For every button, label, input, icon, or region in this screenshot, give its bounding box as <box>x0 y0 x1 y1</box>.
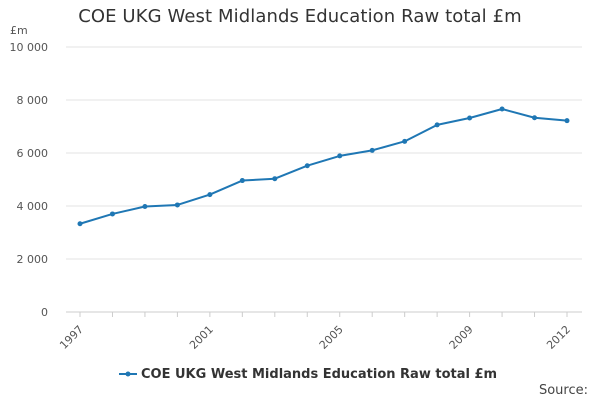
data-point[interactable] <box>467 115 473 121</box>
data-point[interactable] <box>272 176 278 182</box>
series-line <box>79 108 568 225</box>
y-tick-label: 0 <box>41 306 48 319</box>
chart-title: COE UKG West Midlands Education Raw tota… <box>78 6 522 27</box>
y-axis-unit-label: £m <box>10 24 28 37</box>
x-tick-label: 2012 <box>544 323 573 352</box>
x-tick-label: 2001 <box>187 323 216 352</box>
data-point[interactable] <box>109 211 115 217</box>
data-point[interactable] <box>434 122 440 128</box>
y-axis-ticks: 0 2 000 4 000 6 000 8 000 10 000 <box>10 41 49 319</box>
data-point[interactable] <box>532 115 538 121</box>
y-tick-label: 10 000 <box>10 41 49 54</box>
data-point[interactable] <box>369 147 375 153</box>
x-tick-label: 2005 <box>317 323 346 352</box>
y-tick-label: 8 000 <box>17 94 49 107</box>
data-point[interactable] <box>77 221 83 227</box>
x-tick-label: 2009 <box>447 323 476 352</box>
data-point[interactable] <box>337 153 343 159</box>
data-point[interactable] <box>142 204 148 210</box>
y-tick-label: 4 000 <box>17 200 49 213</box>
data-point[interactable] <box>239 178 245 184</box>
x-tick-label: 1997 <box>57 323 86 352</box>
legend-marker-icon <box>125 371 131 377</box>
data-point[interactable] <box>564 118 570 124</box>
data-point[interactable] <box>499 106 505 112</box>
grid-lines <box>66 46 582 260</box>
data-point[interactable] <box>174 202 180 208</box>
y-tick-label: 6 000 <box>17 147 49 160</box>
data-point[interactable] <box>207 192 213 198</box>
data-point[interactable] <box>402 138 408 144</box>
source-label: Source: <box>538 383 588 398</box>
y-tick-label: 2 000 <box>17 253 49 266</box>
legend-label: COE UKG West Midlands Education Raw tota… <box>141 367 497 382</box>
x-axis: 1997 2001 2005 2009 2012 <box>57 311 582 352</box>
legend[interactable]: COE UKG West Midlands Education Raw tota… <box>119 367 497 382</box>
series-group <box>77 106 570 227</box>
data-point[interactable] <box>304 163 310 169</box>
